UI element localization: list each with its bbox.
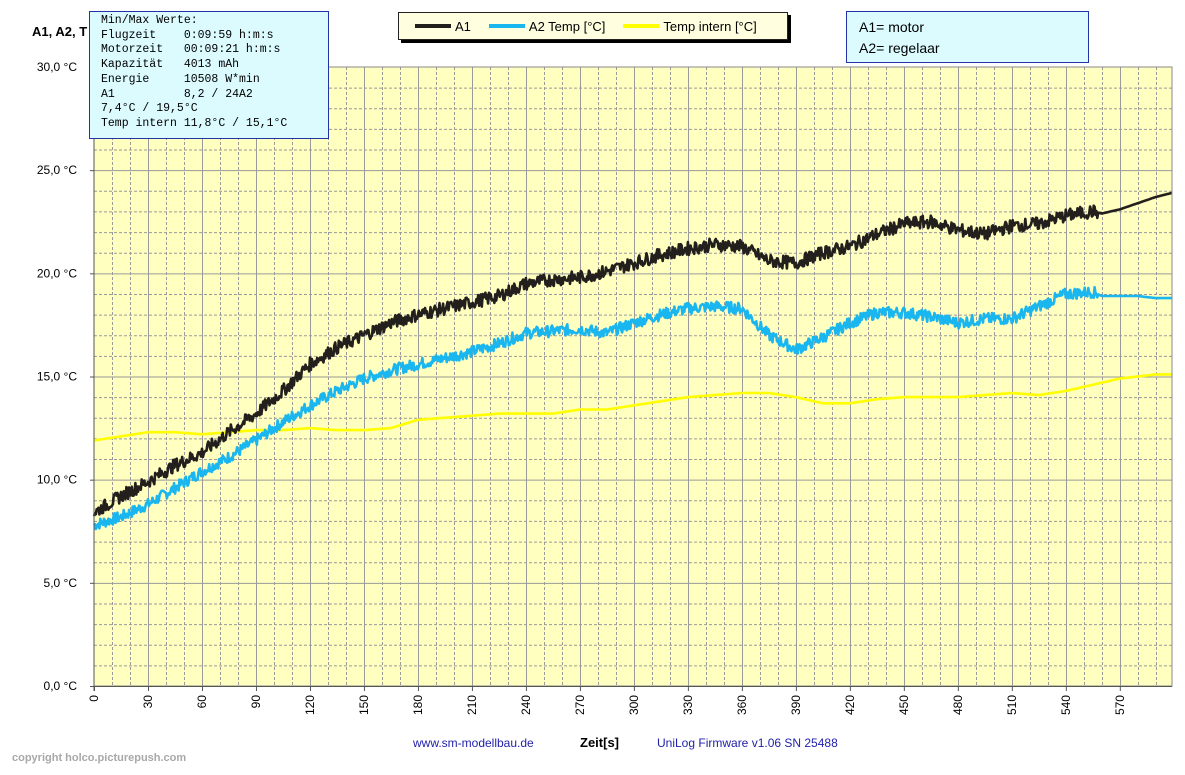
footer-firmware: UniLog Firmware v1.06 SN 25488 [657,736,838,750]
legend-label-a2: A2 Temp [°C] [528,18,606,34]
x-tick-label: 60 [195,695,209,709]
info-line: Motorzeit 00:09:21 h:m:s [101,43,281,57]
x-tick-label: 330 [681,695,695,715]
note-line-regelaar: A2= regelaar [859,40,940,56]
x-tick-label: 30 [141,695,155,709]
info-line: Flugzeit 0:09:59 h:m:s [101,28,274,42]
legend-item-a1: A1 [415,19,471,34]
x-tick-label: 480 [951,695,965,715]
info-line: Temp intern 11,8°C / 15,1°C [101,116,288,130]
footer-website-link[interactable]: www.sm-modellbau.de [413,736,534,750]
x-tick-label: 300 [627,695,641,715]
series-a1-line [92,191,1173,517]
note-line-motor: A1= motor [859,19,924,35]
info-line: Energie 10508 W*min [101,72,260,86]
y-tick-label: 25,0 °C [37,163,77,177]
legend-swatch-a1 [415,24,451,28]
grid [94,67,1172,686]
x-tick-label: 510 [1005,695,1019,715]
legend-label-a1: A1 [455,18,471,34]
chart-legend: A1 A2 Temp [°C] Temp intern [°C] [398,12,788,40]
legend-swatch-intern [623,24,660,28]
x-tick-label: 120 [303,695,317,715]
axes: 0,0 °C 5,0 °C 10,0 °C 15,0 °C 20,0 °C 25,0 °C… [37,60,1172,715]
series-layer [92,191,1173,531]
y-tick-label: 30,0 °C [37,60,77,74]
y-tick-label: 10,0 °C [37,473,77,487]
x-tick-label: 210 [465,695,479,715]
x-tick-label: 540 [1059,695,1073,715]
legend-item-intern: Temp intern [°C] [623,18,757,34]
y-tick-label: 0,0 °C [44,679,78,693]
x-tick-label: 240 [519,695,533,715]
y-tick-label: 20,0 °C [37,266,77,280]
y-tick-label: 5,0 °C [44,576,78,590]
legend-swatch-a2 [488,24,525,28]
x-tick-label: 570 [1113,695,1127,715]
info-line: A1 8,2 / 24A2 [101,87,253,101]
series-a2-line [92,285,1173,531]
min-max-info-box: Min/Max Werte: Flugzeit 0:09:59 h:m:s Mo… [89,11,329,139]
legend-item-a2: A2 Temp [°C] [488,18,606,34]
x-tick-label: 450 [897,695,911,715]
info-line: Min/Max Werte: [101,14,198,27]
y-tick-label: 15,0 °C [37,370,77,384]
sensor-note-box: A1= motor A2= regelaar [846,11,1089,63]
x-tick-label: 420 [843,695,857,715]
x-tick-label: 0 [87,695,101,702]
x-tick-label: 90 [249,695,263,709]
y-axis-title: A1, A2, T [32,24,88,39]
info-line: Kapazität 4013 mAh [101,58,240,72]
x-tick-label: 360 [735,695,749,715]
info-line: 7,4°C / 19,5°C [101,102,198,116]
x-tick-label: 390 [789,695,803,715]
x-tick-label: 180 [411,695,425,715]
x-tick-label: 270 [573,695,587,715]
copyright-watermark: copyright holco.picturepush.com [12,752,187,764]
x-axis-title: Zeit[s] [580,735,619,750]
x-tick-label: 150 [357,695,371,715]
legend-label-intern: Temp intern [°C] [663,18,757,34]
